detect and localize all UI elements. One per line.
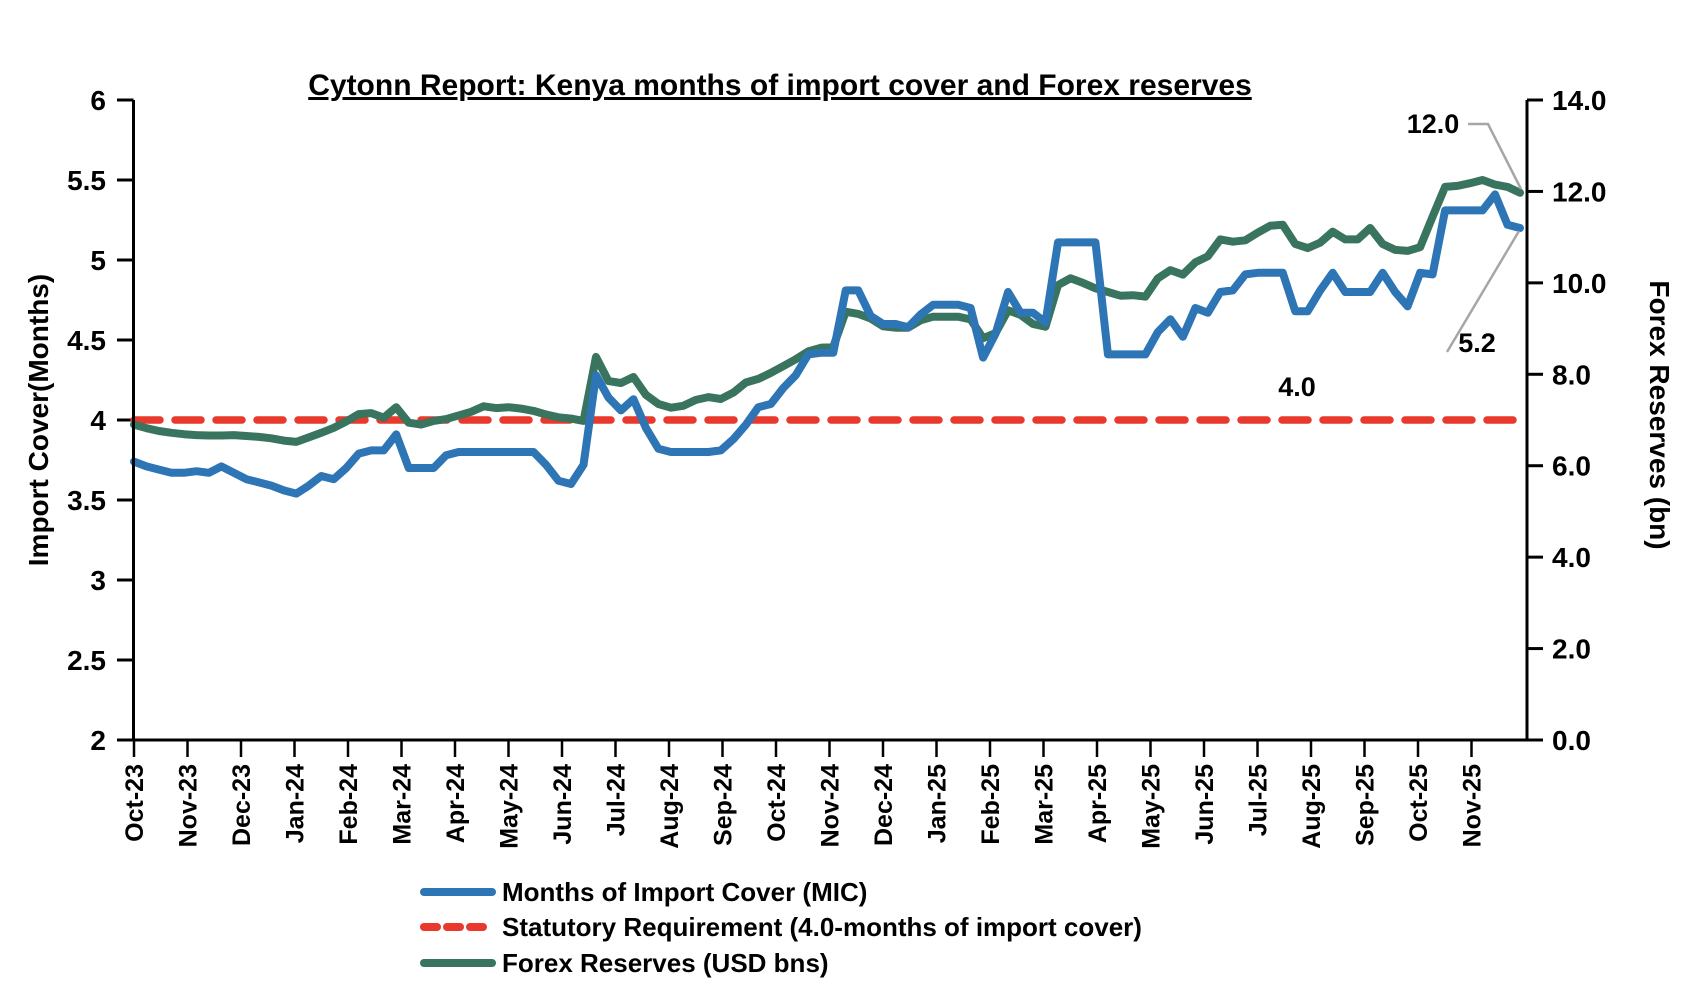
x-axis-tick-label: Jun-25 <box>1191 764 1219 845</box>
statutory-line-annotation: 4.0 <box>1278 372 1316 402</box>
x-axis-tick-label: Nov-23 <box>175 764 203 847</box>
x-axis-tick-label: Oct-24 <box>763 764 791 842</box>
mic-annotation-leader-line <box>1445 230 1521 353</box>
x-axis-tick-label: Apr-25 <box>1084 764 1112 843</box>
x-axis-tick-label: Jan-24 <box>282 764 310 843</box>
right-axis-tick-label: 2.0 <box>1552 634 1591 665</box>
left-axis-title: Import Cover(Months) <box>23 274 54 566</box>
x-axis-tick-label: Dec-24 <box>870 764 898 846</box>
forex-annotation-leader-line <box>1468 122 1523 190</box>
x-axis-tick-label: Oct-25 <box>1405 764 1433 842</box>
x-axis-tick-label: Jul-25 <box>1245 764 1273 836</box>
x-axis-tick-label: Sep-24 <box>710 764 738 846</box>
x-axis-tick-label: Aug-24 <box>656 764 684 849</box>
left-axis-tick-label: 5 <box>90 245 106 276</box>
mic-end-annotation: 5.2 <box>1458 328 1496 358</box>
x-axis-tick-label: May-24 <box>496 764 524 849</box>
x-axis-tick-label: Jun-24 <box>549 764 577 845</box>
x-axis-tick-label: Apr-24 <box>442 764 470 843</box>
left-axis-tick-label: 2.5 <box>67 645 106 676</box>
forex-reserves-series-line <box>130 176 1524 446</box>
x-axis-tick-label: Feb-25 <box>977 764 1005 845</box>
chart-title: Cytonn Report: Kenya months of import co… <box>308 69 1252 102</box>
x-axis-tick-label: Mar-24 <box>389 764 417 845</box>
right-axis-tick-label: 10.0 <box>1552 268 1607 299</box>
legend-label-statutory: Statutory Requirement (4.0-months of imp… <box>502 912 1142 942</box>
forex-end-annotation: 12.0 <box>1407 109 1460 139</box>
import-cover-series-line <box>130 190 1524 498</box>
left-axis-tick-label: 3.5 <box>67 485 106 516</box>
legend: Months of Import Cover (MIC) Statutory R… <box>420 877 1142 978</box>
x-axis-tick-label: Feb-24 <box>335 764 363 845</box>
axis-ticks: 6 5.5 5 4.5 4 3.5 3 2.5 2 14.0 12.0 10.0 8.0 6.0 4.0 2.… <box>67 85 1606 849</box>
right-axis-tick-label: 4.0 <box>1552 542 1591 573</box>
left-axis-tick-label: 3 <box>90 565 106 596</box>
left-axis-tick-label: 4 <box>90 405 106 436</box>
left-axis-tick-label: 2 <box>90 725 106 756</box>
right-axis-title: Forex Reserves (bn) <box>1644 280 1675 549</box>
right-axis-tick-label: 12.0 <box>1552 176 1607 207</box>
x-axis-tick-label: Jan-25 <box>924 764 952 843</box>
right-axis-tick-label: 8.0 <box>1552 359 1591 390</box>
x-axis-tick-label: Nov-24 <box>817 764 845 847</box>
legend-label-mic: Months of Import Cover (MIC) <box>502 877 867 907</box>
right-axis-tick-label: 6.0 <box>1552 451 1591 482</box>
x-axis-tick-label: Sep-25 <box>1352 764 1380 846</box>
left-axis-tick-label: 5.5 <box>67 165 106 196</box>
legend-label-forex: Forex Reserves (USD bns) <box>502 948 829 978</box>
left-axis-tick-label: 4.5 <box>67 325 106 356</box>
x-axis-tick-label: Oct-23 <box>121 764 149 842</box>
x-axis-tick-label: Dec-23 <box>228 764 256 846</box>
left-axis-tick-label: 6 <box>90 85 106 116</box>
x-axis-tick-label: Mar-25 <box>1031 764 1059 845</box>
x-axis-tick-label: Nov-25 <box>1459 764 1487 847</box>
x-axis-tick-label: Aug-25 <box>1298 764 1326 849</box>
right-axis-tick-label: 0.0 <box>1552 725 1591 756</box>
x-axis-tick-label: May-25 <box>1138 764 1166 849</box>
x-axis-tick-label: Jul-24 <box>603 764 631 836</box>
right-axis-tick-label: 14.0 <box>1552 85 1607 116</box>
